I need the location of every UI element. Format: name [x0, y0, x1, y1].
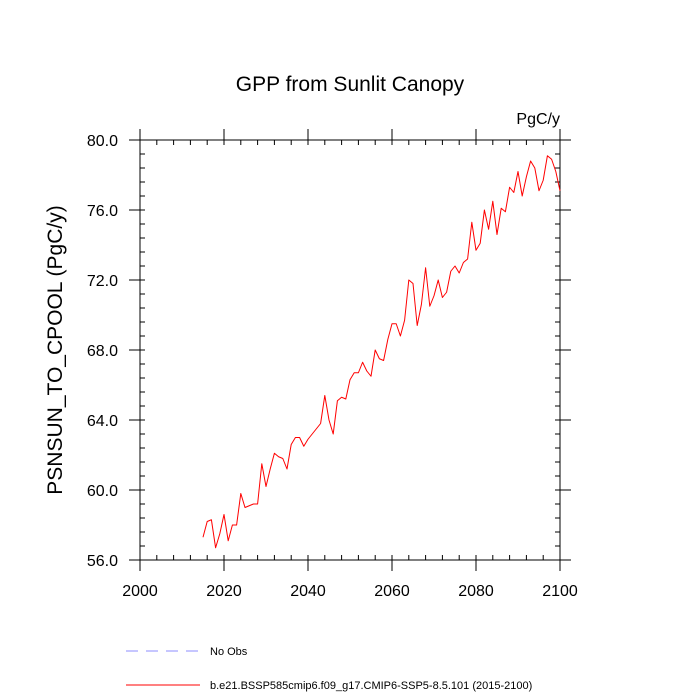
x-tick-label: 2100 [542, 583, 578, 600]
y-tick-label: 80.0 [87, 133, 118, 150]
x-tick-label: 2000 [122, 583, 158, 600]
x-tick-labels: 2000 2020 2040 2060 2080 2100 [122, 583, 578, 600]
data-series [202, 155, 561, 549]
y-tick-label: 72.0 [87, 273, 118, 290]
series-line-0 [202, 155, 561, 549]
y-tick-label: 68.0 [87, 343, 118, 360]
y-tick-labels: 56.0 60.0 64.0 68.0 72.0 76.0 80.0 [87, 133, 118, 570]
legend: No Obs b.e21.BSSP585cmip6.f09_g17.CMIP6-… [126, 646, 532, 692]
x-tick-label: 2080 [458, 583, 494, 600]
plot-frame [139, 139, 561, 561]
y-tick-label: 60.0 [87, 483, 118, 500]
legend-label-model: b.e21.BSSP585cmip6.f09_g17.CMIP6-SSP5-8.… [210, 680, 532, 692]
legend-label-no-obs: No Obs [210, 646, 248, 658]
y-axis-title: PSNSUN_TO_CPOOL (PgC/y) [44, 205, 67, 494]
x-tick-label: 2020 [206, 583, 242, 600]
axis-ticks [129, 129, 571, 571]
x-tick-label: 2040 [290, 583, 326, 600]
x-tick-label: 2060 [374, 583, 410, 600]
units-label: PgC/y [516, 111, 560, 128]
y-tick-label: 76.0 [87, 203, 118, 220]
y-tick-label: 56.0 [87, 553, 118, 570]
chart-title: GPP from Sunlit Canopy [236, 73, 465, 96]
y-tick-label: 64.0 [87, 413, 118, 430]
